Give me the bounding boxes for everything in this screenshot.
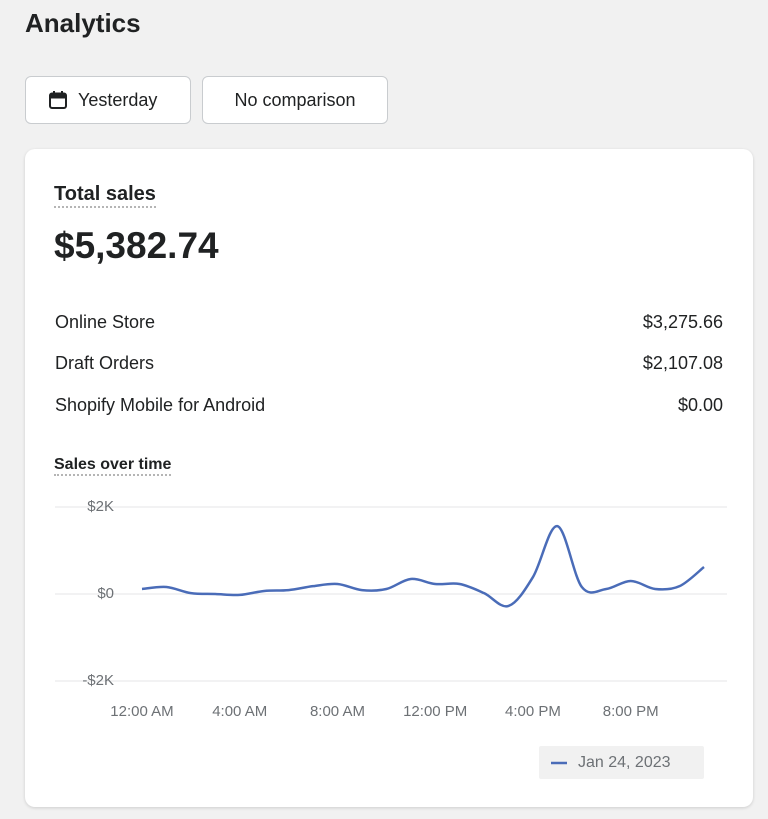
- chart-title-text: Sales over time: [54, 456, 172, 476]
- y-tick-label: $0: [97, 585, 114, 602]
- legend-label: Jan 24, 2023: [578, 754, 671, 771]
- x-tick-label: 8:00 PM: [603, 703, 659, 720]
- y-tick-label: -$2K: [82, 672, 114, 689]
- breakdown-value: $2,107.08: [642, 353, 723, 373]
- date-button[interactable]: Yesterday: [25, 76, 191, 124]
- breakdown-value: $3,275.66: [642, 312, 723, 332]
- x-tick-label: 8:00 AM: [310, 703, 365, 720]
- legend-box: [539, 746, 704, 779]
- total-sales: $5,382.74: [54, 225, 219, 266]
- breakdown-label: Online Store: [55, 312, 156, 332]
- card-title-text: Total sales: [54, 183, 156, 208]
- breakdown-row: Online Store $3,275.66: [55, 312, 723, 333]
- comparison-button[interactable]: No comparison: [202, 76, 388, 124]
- breakdown-label: Shopify Mobile for Android: [55, 395, 266, 415]
- breakdown-row: Shopify Mobile for Android $0.00: [55, 395, 723, 416]
- card-title: Total sales: [54, 183, 156, 208]
- date-label: Yesterday: [78, 89, 158, 110]
- y-tick-label: $2K: [87, 498, 114, 515]
- calendar-icon: [49, 91, 67, 109]
- x-tick-label: 4:00 AM: [212, 703, 267, 720]
- breakdown-label: Draft Orders: [55, 353, 155, 373]
- page-title: Analytics: [25, 8, 141, 38]
- breakdown-row: Draft Orders $2,107.08: [55, 353, 723, 374]
- breakdown-value: $0.00: [677, 395, 723, 415]
- comparison-label: No comparison: [234, 89, 356, 110]
- x-tick-label: 12:00 AM: [110, 703, 173, 720]
- x-tick-label: 4:00 PM: [505, 703, 561, 720]
- sales-card: [25, 149, 753, 807]
- chart-title: Sales over time: [54, 456, 172, 476]
- sales-line: [141, 524, 705, 608]
- x-tick-label: 12:00 PM: [403, 703, 467, 720]
